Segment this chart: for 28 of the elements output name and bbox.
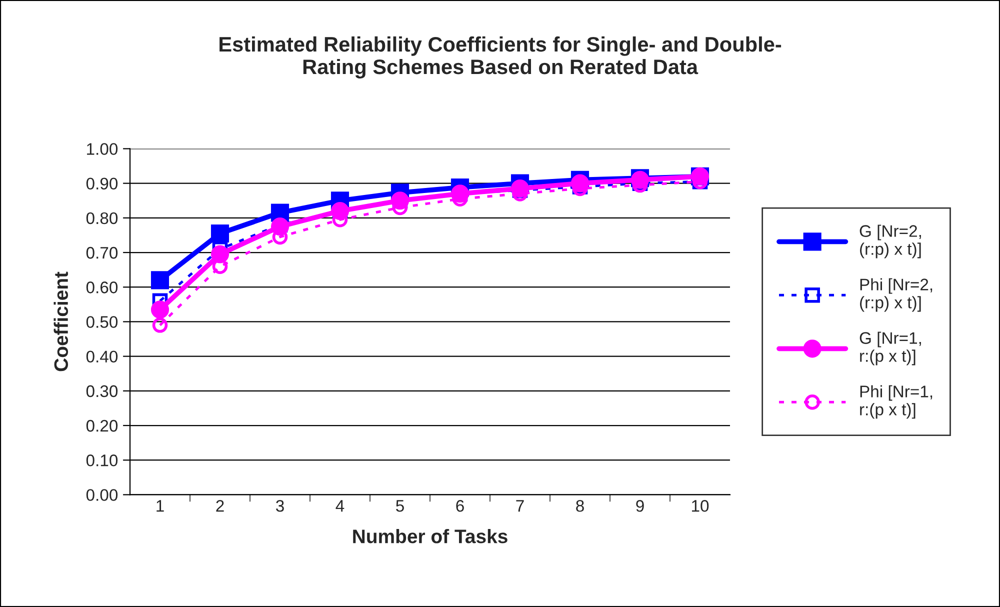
y-tick-label: 1.00 bbox=[87, 143, 118, 155]
y-tick-label: 0.70 bbox=[86, 246, 118, 259]
y-tick-label: 0.00 bbox=[86, 489, 118, 501]
y-axis-title: Coefficient bbox=[54, 272, 68, 372]
x-tick-label: 1 bbox=[156, 500, 164, 512]
x-tick-label: 2 bbox=[216, 500, 224, 512]
x-tick-label: 9 bbox=[636, 500, 644, 512]
legend-label: Phi [Nr=2, (r:p) x t)] bbox=[860, 278, 932, 312]
y-tick-label: 0.40 bbox=[86, 350, 118, 363]
legend-label: Phi [Nr=1, r:(p x t)] bbox=[860, 385, 932, 419]
x-axis-title: Number of Tasks bbox=[353, 528, 508, 544]
y-tick-label: 0.50 bbox=[86, 316, 118, 328]
x-tick-label: 3 bbox=[276, 500, 284, 512]
y-tick-label: 0.90 bbox=[86, 178, 118, 190]
x-tick-label: 7 bbox=[516, 500, 524, 512]
chart-title: Estimated Reliability Coefficients for Single- and Double- Rating Schemes Based on Rerated Data bbox=[220, 36, 782, 78]
x-tick-label: 8 bbox=[576, 500, 584, 512]
x-tick-label: 5 bbox=[396, 500, 404, 512]
legend-label: G [Nr=2, (r:p) x t)] bbox=[860, 224, 921, 258]
x-tick-label: 6 bbox=[456, 500, 464, 512]
y-tick-label: 0.20 bbox=[86, 420, 118, 432]
y-tick-label: 0.60 bbox=[86, 282, 118, 294]
y-tick-label: 0.80 bbox=[86, 212, 118, 224]
y-tick-label: 0.10 bbox=[86, 454, 118, 466]
legend-label: G [Nr=1, r:(p x t)] bbox=[860, 332, 921, 366]
x-tick-label: 10 bbox=[692, 500, 709, 512]
y-tick-label: 0.30 bbox=[86, 385, 118, 398]
x-tick-label: 4 bbox=[336, 500, 344, 512]
